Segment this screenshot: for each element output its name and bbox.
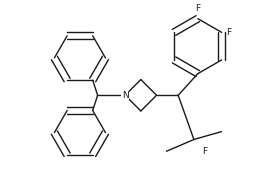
Text: N: N	[122, 91, 129, 100]
Text: F: F	[195, 4, 200, 13]
Text: F: F	[227, 28, 232, 37]
Text: F: F	[202, 147, 207, 156]
